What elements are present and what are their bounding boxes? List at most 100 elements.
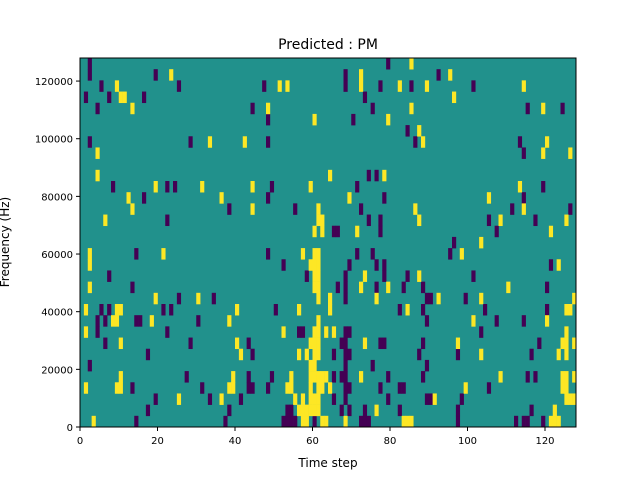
heatmap-cell-low bbox=[359, 415, 364, 428]
heatmap-cell-high bbox=[308, 337, 313, 350]
heatmap-cell-high bbox=[83, 304, 89, 316]
heatmap-cell-low bbox=[370, 248, 375, 260]
heatmap-cell-low bbox=[176, 292, 182, 305]
heatmap-cell-low bbox=[184, 371, 189, 383]
heatmap-cell-low bbox=[339, 371, 344, 383]
heatmap-cell-high bbox=[417, 125, 422, 137]
heatmap-cell-high bbox=[308, 359, 313, 372]
heatmap-cell-low bbox=[374, 169, 379, 182]
heatmap-cell-high bbox=[316, 214, 321, 227]
heatmap-cell-high bbox=[517, 181, 523, 193]
heatmap-cell-high bbox=[316, 259, 321, 271]
heatmap-cell-low bbox=[421, 371, 426, 383]
heatmap-cell-high bbox=[118, 91, 123, 104]
heatmap-cell-low bbox=[107, 270, 112, 282]
heatmap-cell-high bbox=[87, 281, 92, 294]
heatmap-cell-low bbox=[285, 415, 290, 428]
heatmap-cell-high bbox=[417, 270, 422, 282]
heatmap-cell-high bbox=[277, 80, 282, 92]
heatmap-cell-high bbox=[382, 169, 387, 182]
heatmap-cell-low bbox=[343, 382, 348, 394]
heatmap-cell-high bbox=[118, 337, 123, 350]
heatmap-cell-high bbox=[293, 393, 298, 405]
heatmap-cell-low bbox=[514, 415, 519, 428]
heatmap-cell-high bbox=[304, 348, 309, 361]
chart-title: Predicted : PM bbox=[278, 37, 378, 53]
heatmap-cell-high bbox=[227, 382, 232, 394]
heatmap-cell-low bbox=[483, 304, 488, 316]
heatmap-cell-high bbox=[219, 192, 224, 204]
heatmap-cell-high bbox=[149, 315, 154, 327]
heatmap-cell-low bbox=[343, 292, 348, 305]
heatmap-cell-low bbox=[130, 382, 135, 394]
heatmap-cell-high bbox=[401, 415, 406, 428]
heatmap-cell-high bbox=[320, 371, 325, 383]
heatmap-cell-low bbox=[378, 80, 383, 92]
heatmap-cell-high bbox=[316, 326, 321, 338]
heatmap-cell-low bbox=[386, 371, 391, 383]
heatmap-cell-high bbox=[312, 281, 317, 294]
heatmap-cell-low bbox=[386, 393, 391, 405]
heatmap-cell-low bbox=[266, 248, 271, 260]
heatmap-cell-high bbox=[486, 192, 492, 204]
heatmap-cell-low bbox=[262, 80, 267, 92]
heatmap-cell-low bbox=[370, 359, 375, 372]
heatmap-cell-low bbox=[335, 281, 340, 294]
heatmap-cell-high bbox=[300, 415, 306, 428]
heatmap-cell-high bbox=[506, 281, 511, 294]
heatmap-cell-low bbox=[533, 371, 538, 383]
heatmap-cell-high bbox=[242, 136, 247, 148]
heatmap-cell-low bbox=[525, 102, 530, 115]
heatmap-cell-low bbox=[529, 348, 534, 361]
heatmap-cell-low bbox=[397, 304, 402, 316]
heatmap-cell-high bbox=[308, 382, 313, 394]
heatmap-cell-high bbox=[316, 382, 321, 394]
heatmap-cell-low bbox=[421, 281, 426, 294]
heatmap-cell-low bbox=[428, 292, 433, 305]
heatmap-cell-high bbox=[552, 404, 557, 417]
heatmap-cell-high bbox=[564, 393, 569, 405]
heatmap-cell-high bbox=[118, 382, 123, 394]
heatmap-cell-low bbox=[525, 415, 530, 428]
heatmap-cell-low bbox=[370, 102, 375, 115]
x-tick-label: 120 bbox=[535, 436, 554, 447]
heatmap-cell-low bbox=[99, 304, 104, 316]
heatmap-cell-high bbox=[541, 102, 546, 115]
heatmap-cell-low bbox=[95, 315, 100, 327]
heatmap-cell-high bbox=[304, 415, 309, 428]
heatmap-cell-high bbox=[347, 192, 352, 204]
heatmap-cell-high bbox=[556, 415, 561, 428]
heatmap-cell-high bbox=[281, 326, 286, 338]
heatmap-cell-high bbox=[316, 248, 321, 260]
heatmap-cell-low bbox=[188, 337, 193, 350]
heatmap-cell-low bbox=[161, 304, 166, 316]
heatmap-cell-low bbox=[169, 304, 174, 316]
heatmap-cell-low bbox=[529, 404, 534, 417]
heatmap-cell-low bbox=[107, 304, 112, 316]
heatmap-cell-high bbox=[545, 315, 550, 327]
heatmap-cell-low bbox=[428, 393, 433, 405]
heatmap-cell-high bbox=[328, 292, 333, 305]
heatmap-cell-low bbox=[347, 326, 352, 338]
heatmap-cell-high bbox=[304, 404, 309, 417]
heatmap-cell-high bbox=[285, 382, 290, 394]
heatmap-cell-high bbox=[572, 371, 577, 383]
heatmap-cell-low bbox=[103, 337, 108, 350]
heatmap-cell-high bbox=[405, 304, 410, 316]
heatmap-cell-high bbox=[316, 371, 321, 383]
heatmap-cell-high bbox=[297, 348, 302, 361]
heatmap-cell-low bbox=[238, 393, 244, 405]
heatmap-cell-high bbox=[316, 393, 321, 405]
heatmap-cell-low bbox=[211, 292, 216, 305]
heatmap-cell-high bbox=[118, 371, 123, 383]
heatmap-cell-low bbox=[459, 393, 464, 405]
heatmap-cell-low bbox=[343, 270, 348, 282]
heatmap-cell-low bbox=[347, 382, 352, 394]
heatmap-cell-low bbox=[378, 214, 383, 227]
heatmap-cell-high bbox=[564, 382, 569, 394]
heatmap-cell-low bbox=[417, 348, 422, 361]
heatmap-cell-low bbox=[413, 136, 418, 148]
heatmap-cell-low bbox=[533, 214, 538, 227]
heatmap-cell-low bbox=[405, 125, 410, 137]
heatmap-cell-low bbox=[134, 415, 139, 428]
